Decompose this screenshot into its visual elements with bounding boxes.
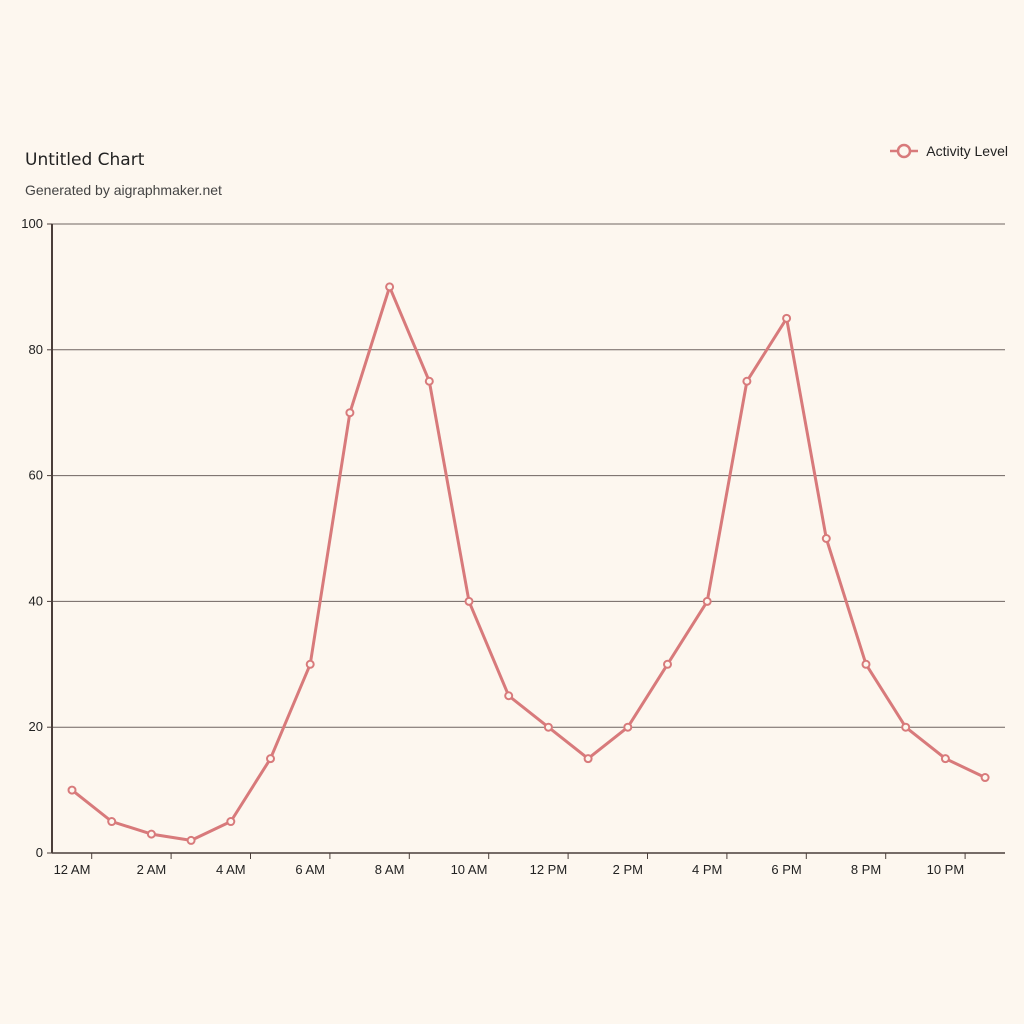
y-tick-label: 0 — [36, 845, 43, 860]
data-point[interactable] — [821, 534, 831, 543]
x-tick-label: 8 PM — [851, 862, 881, 877]
data-point[interactable] — [782, 313, 792, 323]
chart-subtitle: Generated by aigraphmaker.net — [25, 182, 222, 198]
data-point[interactable] — [663, 659, 672, 669]
y-tick-label: 60 — [29, 468, 43, 483]
data-point[interactable] — [623, 722, 633, 732]
series-line — [70, 285, 987, 842]
x-tick-label: 6 PM — [771, 862, 801, 877]
data-point[interactable] — [861, 659, 871, 669]
x-tick-label: 4 AM — [216, 862, 246, 877]
x-axis-ticks: 12 AM 2 AM 4 AM 6 AM 8 AM 10 AM 12 PM 2 PM 4 PM 6… — [54, 853, 966, 877]
data-point[interactable] — [345, 408, 355, 418]
legend-marker-icon — [890, 143, 919, 159]
y-tick-label: 80 — [29, 342, 43, 357]
x-tick-label: 8 AM — [375, 862, 405, 877]
axes — [51, 224, 1005, 854]
x-tick-label: 10 AM — [451, 862, 488, 877]
x-tick-label: 10 PM — [927, 862, 965, 877]
data-point[interactable] — [940, 754, 950, 764]
data-point[interactable] — [504, 691, 514, 701]
data-point[interactable] — [385, 282, 395, 292]
data-point[interactable] — [226, 817, 236, 827]
data-point[interactable] — [742, 376, 752, 386]
data-point[interactable] — [67, 785, 77, 795]
grid-lines — [52, 223, 1005, 728]
data-point[interactable] — [464, 596, 474, 606]
legend-label: Activity Level — [926, 143, 1008, 159]
data-point[interactable] — [186, 835, 196, 845]
x-tick-label: 4 PM — [692, 862, 722, 877]
y-tick-label: 100 — [21, 216, 43, 231]
series-activity-level — [67, 282, 990, 845]
data-point[interactable] — [583, 754, 593, 764]
y-axis-ticks: 0 20 40 60 80 100 — [21, 216, 52, 860]
data-point[interactable] — [424, 376, 434, 386]
data-point[interactable] — [266, 754, 275, 764]
data-point[interactable] — [901, 722, 911, 732]
x-tick-label: 2 PM — [613, 862, 643, 877]
data-point[interactable] — [980, 773, 990, 783]
y-tick-label: 40 — [29, 593, 43, 608]
legend[interactable]: Activity Level — [890, 143, 1008, 159]
x-tick-label: 12 AM — [54, 862, 91, 877]
x-tick-label: 12 PM — [530, 862, 568, 877]
x-tick-label: 2 AM — [137, 862, 167, 877]
x-tick-label: 6 AM — [295, 862, 325, 877]
data-point[interactable] — [305, 659, 315, 669]
y-tick-label: 20 — [29, 719, 43, 734]
data-point[interactable] — [146, 829, 156, 839]
chart-title: Untitled Chart — [25, 150, 145, 170]
data-point[interactable] — [702, 596, 712, 606]
data-point[interactable] — [107, 817, 117, 827]
data-point[interactable] — [543, 722, 553, 732]
